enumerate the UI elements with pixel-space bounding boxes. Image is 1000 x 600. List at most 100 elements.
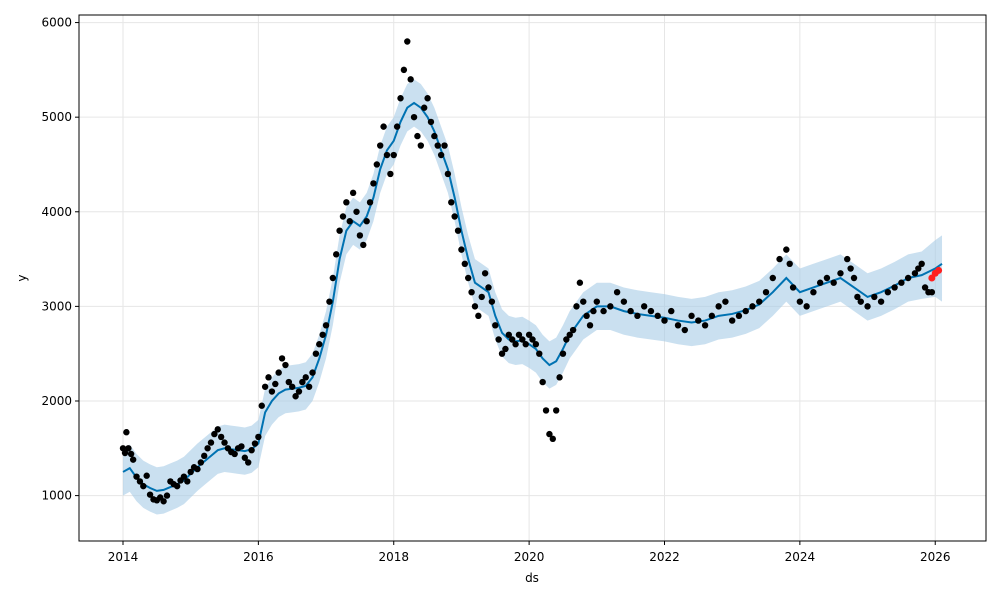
x-axis-ticks: 2014 2016 2018 2020 2022 2024 2026 — [108, 541, 951, 564]
observed-point — [444, 170, 452, 178]
observed-point — [915, 265, 922, 272]
observed-point — [133, 473, 140, 480]
observed-point — [674, 322, 682, 329]
observed-point — [536, 350, 543, 357]
observed-point — [343, 199, 350, 206]
observed-point — [590, 307, 597, 315]
observed-point — [654, 312, 661, 320]
y-tick-label: 6000 — [41, 16, 72, 30]
observed-point — [275, 369, 282, 376]
observed-point — [918, 260, 925, 268]
y-axis-ticks: 1000 2000 3000 4000 5000 6000 — [41, 16, 79, 503]
observed-point — [613, 288, 621, 296]
observed-point — [522, 341, 529, 348]
observed-point — [194, 465, 201, 473]
observed-point — [326, 298, 333, 305]
observed-point — [542, 407, 550, 414]
observed-point — [221, 439, 228, 446]
observed-point — [762, 288, 770, 296]
observed-point — [566, 331, 573, 338]
observed-point — [515, 331, 523, 338]
plot-frame — [78, 14, 987, 542]
observed-point — [847, 265, 854, 272]
observed-point — [448, 199, 455, 206]
observed-point — [197, 459, 205, 466]
observed-point — [245, 459, 252, 466]
observed-point — [451, 213, 458, 220]
observed-point — [146, 491, 154, 498]
x-tick-label: 2024 — [785, 550, 816, 564]
observed-point — [207, 439, 215, 446]
observed-point — [129, 456, 137, 463]
observed-point — [468, 288, 475, 296]
observed-point — [681, 326, 688, 334]
observed-points-layer — [119, 38, 936, 505]
observed-point — [454, 227, 462, 234]
observed-point — [502, 345, 509, 353]
observed-point — [532, 341, 540, 348]
observed-point — [393, 123, 401, 130]
observed-point — [407, 76, 414, 83]
observed-point — [708, 312, 716, 320]
x-tick-label: 2014 — [108, 550, 139, 564]
observed-point — [749, 303, 756, 310]
observed-point — [701, 322, 709, 329]
observed-point — [431, 132, 438, 140]
observed-point — [816, 279, 824, 286]
observed-point — [877, 298, 885, 305]
observed-point — [742, 307, 749, 315]
observed-point — [722, 298, 729, 305]
observed-point — [140, 482, 147, 490]
gridlines — [79, 15, 986, 541]
observed-point — [272, 380, 279, 388]
future-points-layer — [928, 266, 943, 282]
observed-point — [461, 260, 469, 268]
observed-point — [485, 284, 492, 291]
observed-point — [810, 288, 817, 296]
observed-point — [265, 374, 272, 381]
observed-point — [160, 498, 167, 505]
observed-point — [464, 274, 472, 282]
x-tick-label: 2022 — [649, 550, 680, 564]
observed-point — [559, 350, 567, 357]
x-axis-title: ds — [525, 571, 539, 585]
observed-point — [305, 383, 313, 390]
observed-point — [911, 270, 919, 277]
observed-point — [586, 322, 594, 329]
observed-point — [366, 199, 374, 206]
observed-point — [898, 279, 905, 286]
observed-point — [282, 361, 289, 369]
observed-point — [417, 142, 425, 149]
observed-point — [121, 449, 129, 457]
observed-point — [336, 227, 343, 234]
observed-point — [563, 336, 570, 343]
observed-point — [783, 246, 790, 253]
observed-point — [302, 374, 309, 381]
observed-point — [668, 307, 675, 315]
observed-point — [163, 492, 171, 499]
observed-point — [316, 341, 323, 348]
observed-point — [830, 279, 837, 286]
observed-point — [580, 298, 587, 305]
x-tick-label: 2018 — [378, 550, 409, 564]
observed-point — [173, 482, 181, 490]
observed-point — [546, 430, 553, 438]
observed-point — [921, 284, 929, 291]
observed-point — [796, 298, 804, 305]
observed-point — [339, 213, 347, 220]
observed-point — [884, 288, 892, 296]
observed-point — [289, 383, 296, 390]
observed-point — [857, 298, 864, 305]
y-tick-label: 2000 — [41, 394, 72, 408]
observed-point — [854, 293, 861, 301]
observed-point — [231, 450, 238, 458]
observed-point — [525, 331, 533, 338]
observed-point — [421, 104, 428, 111]
observed-point — [715, 303, 722, 310]
observed-point — [786, 260, 793, 268]
x-tick-label: 2020 — [514, 550, 545, 564]
observed-point — [508, 336, 516, 343]
observed-point — [397, 95, 404, 102]
observed-point — [278, 355, 286, 362]
observed-point — [312, 350, 320, 357]
